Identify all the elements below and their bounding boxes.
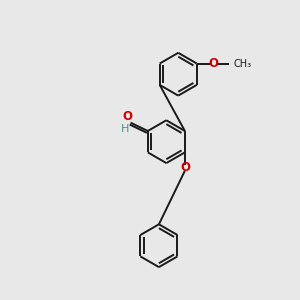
Text: H: H	[121, 124, 129, 134]
Text: O: O	[180, 161, 190, 174]
Text: O: O	[208, 57, 218, 70]
Text: CH₃: CH₃	[233, 58, 251, 68]
Text: O: O	[122, 110, 132, 123]
